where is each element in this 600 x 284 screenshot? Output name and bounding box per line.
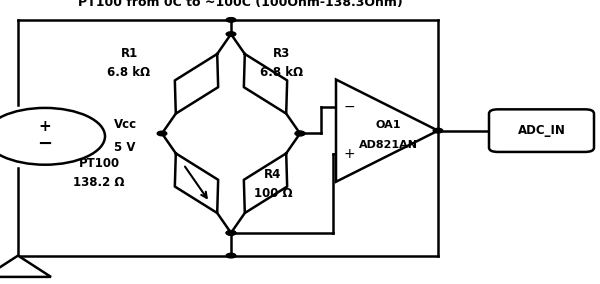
Circle shape	[226, 231, 236, 235]
Circle shape	[157, 131, 167, 136]
Circle shape	[0, 108, 105, 165]
Circle shape	[226, 231, 236, 235]
Text: −: −	[37, 135, 53, 153]
Text: +: +	[343, 147, 355, 161]
Text: R1: R1	[121, 47, 137, 60]
Text: 6.8 kΩ: 6.8 kΩ	[107, 66, 151, 79]
Text: 100 Ω: 100 Ω	[254, 187, 292, 200]
Text: ADC_IN: ADC_IN	[518, 124, 565, 137]
Text: +: +	[38, 120, 52, 134]
Text: PT100 from 0C to ~100C (100Ohm-138.3Ohm): PT100 from 0C to ~100C (100Ohm-138.3Ohm)	[77, 0, 403, 9]
Text: R3: R3	[274, 47, 290, 60]
Circle shape	[226, 18, 236, 22]
Text: 138.2 Ω: 138.2 Ω	[73, 176, 125, 189]
Circle shape	[295, 131, 305, 136]
Text: OA1: OA1	[375, 120, 401, 130]
Circle shape	[295, 131, 305, 136]
FancyBboxPatch shape	[489, 109, 594, 152]
Circle shape	[226, 253, 236, 258]
Circle shape	[433, 128, 443, 133]
Circle shape	[226, 32, 236, 36]
Text: Vcc: Vcc	[114, 118, 137, 131]
Text: R4: R4	[265, 168, 281, 181]
Polygon shape	[0, 256, 51, 277]
Text: PT100: PT100	[79, 157, 119, 170]
Text: 6.8 kΩ: 6.8 kΩ	[260, 66, 304, 79]
Text: −: −	[343, 100, 355, 114]
Text: AD821AN: AD821AN	[359, 140, 418, 150]
Polygon shape	[336, 80, 438, 182]
Text: 5 V: 5 V	[114, 141, 136, 154]
